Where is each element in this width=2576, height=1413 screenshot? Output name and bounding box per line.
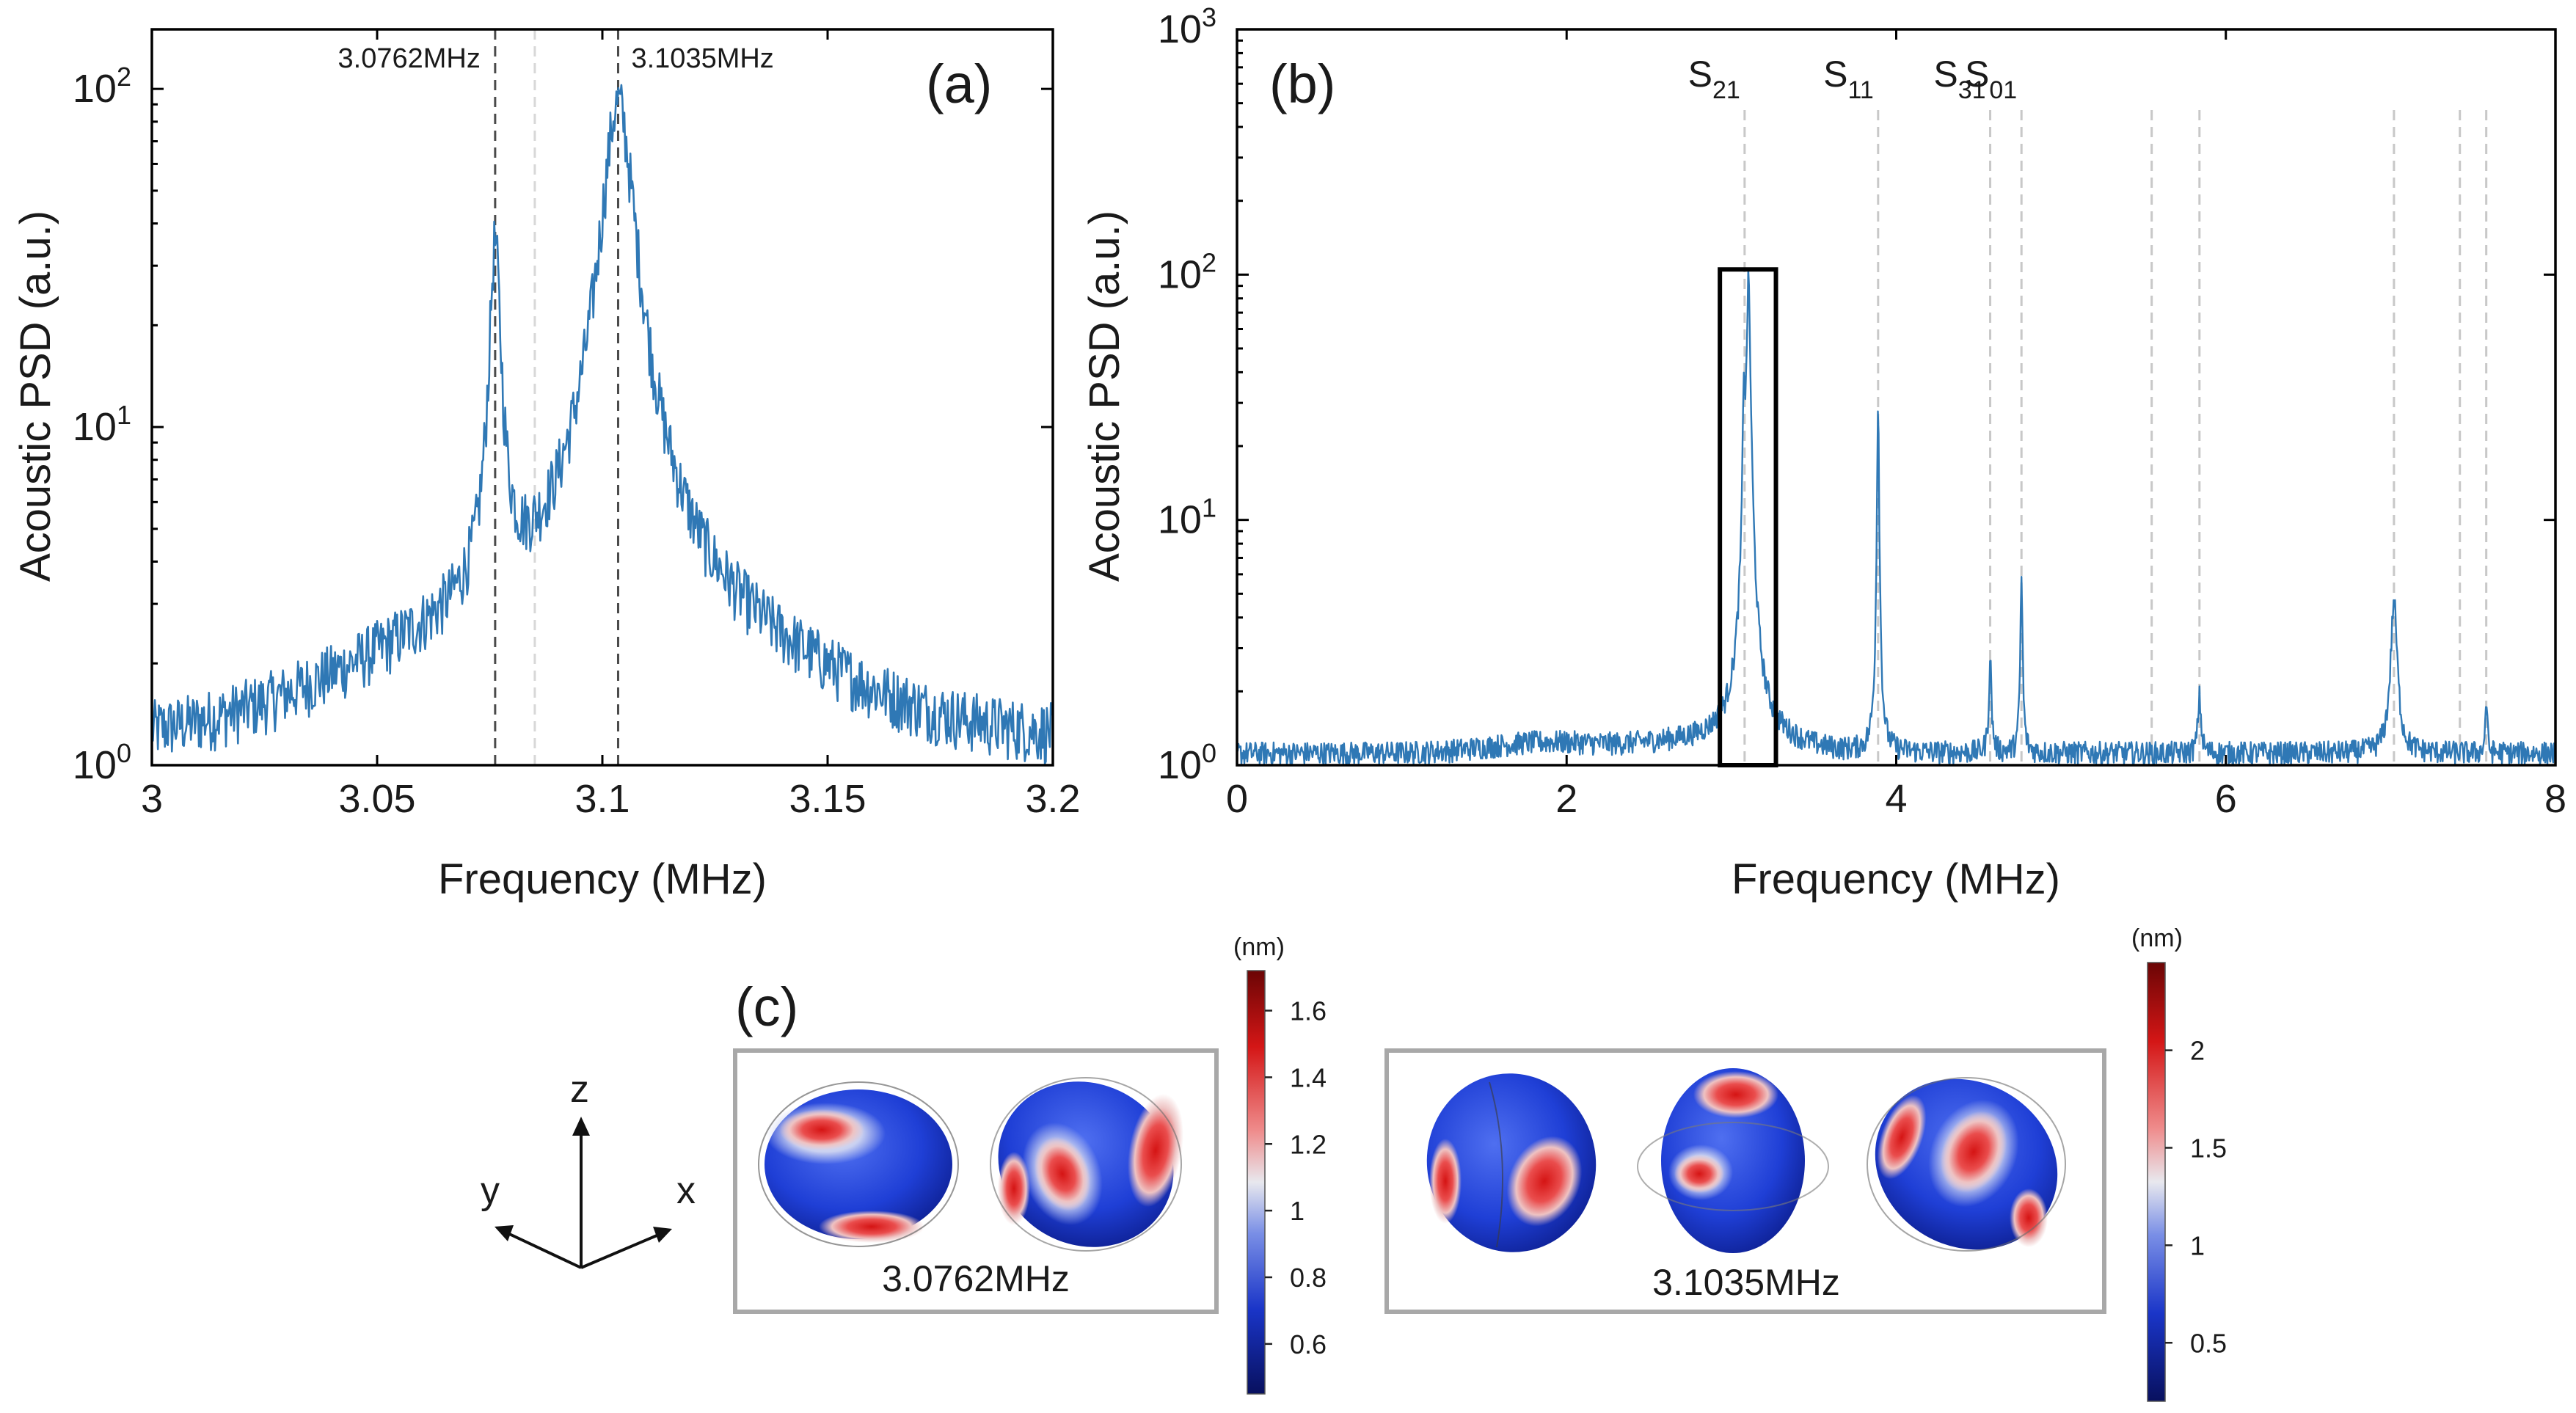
a-y-axis-label: Acoustic PSD (a.u.)	[12, 211, 59, 582]
x-tick-label: 3.15	[789, 777, 866, 821]
b-plot-frame	[1236, 28, 2557, 767]
triad-y-label: y	[481, 1169, 500, 1212]
colorbar-tick-label: 1.6	[1290, 996, 1327, 1026]
colorbar-1-ticks: 0.6 0.8 1 1.2 1.4 1.6	[1265, 996, 1327, 1359]
mode-group-2-frame	[1384, 1048, 2106, 1314]
x-tick-label: 4	[1885, 777, 1907, 821]
mode-shape-2c	[1867, 1077, 2066, 1252]
mode-group-2-frequency: 3.1035MHz	[1652, 1262, 1840, 1303]
a-y-ticks: 100 101 102	[73, 62, 1053, 787]
b-y-ticks: 100 101 102 103	[1158, 2, 2555, 787]
b-x-axis-label: Frequency (MHz)	[1732, 855, 2060, 903]
colorbar-tick-label: 1.4	[1290, 1062, 1327, 1092]
a-panel-label: (a)	[926, 54, 992, 114]
x-tick-label: 3.05	[338, 777, 415, 821]
colorbar-2	[2147, 962, 2166, 1402]
b-spectrum-line	[1237, 268, 2555, 765]
a-x-ticks: 3 3.05 3.1 3.15 3.2	[141, 29, 1081, 821]
colorbar-1-unit: (nm)	[1233, 933, 1285, 961]
x-tick-label: 3.2	[1025, 777, 1080, 821]
panel-a: 3.0762MHz 3.1035MHz 3 3.05 3.1 3.15 3.2 10010…	[12, 28, 1081, 903]
y-tick-label: 102	[73, 62, 131, 111]
x-tick-label: 0	[1226, 777, 1248, 821]
mode-shape-2b	[1637, 1068, 1829, 1253]
c-panel-label: (c)	[735, 976, 798, 1037]
colorbar-2-ticks: 0.5 1 1.5 2	[2165, 1036, 2227, 1358]
colorbar-tick-label: 0.6	[1290, 1329, 1327, 1359]
colorbar-2-unit: (nm)	[2131, 924, 2183, 952]
a-marker-label: 3.0762MHz	[338, 43, 481, 74]
colorbar-1	[1247, 970, 1266, 1395]
b-panel-label: (b)	[1269, 54, 1335, 114]
colorbar-tick-label: 1	[1290, 1196, 1305, 1226]
b-mode-label: S01	[1965, 54, 2017, 104]
mode-group-1-frame	[733, 1048, 1219, 1314]
axis-triad: z y x	[481, 1068, 696, 1269]
a-x-axis-label: Frequency (MHz)	[438, 855, 767, 903]
a-marker-label: 3.1035MHz	[631, 43, 773, 74]
colorbar-tick-label: 0.8	[1290, 1263, 1327, 1293]
x-tick-label: 3.1	[574, 777, 630, 821]
b-mode-label: S31	[1933, 54, 1985, 104]
y-tick-label: 100	[73, 738, 131, 787]
x-tick-label: 2	[1555, 777, 1577, 821]
b-mode-label: S21	[1688, 54, 1740, 104]
x-tick-label: 8	[2544, 777, 2566, 821]
mode-shape-2a	[1426, 1073, 1597, 1252]
colorbar-tick-label: 0.5	[2190, 1328, 2227, 1358]
colorbar-tick-label: 1	[2190, 1230, 2205, 1260]
y-tick-label: 101	[1158, 493, 1216, 542]
x-tick-label: 6	[2215, 777, 2237, 821]
b-mode-label: S11	[1823, 54, 1874, 104]
colorbar-tick-label: 1.2	[1290, 1129, 1327, 1159]
b-x-ticks: 0 2 4 6 8	[1226, 29, 2566, 821]
x-tick-label: 3	[141, 777, 163, 821]
mode-shape-1a	[758, 1081, 959, 1247]
y-tick-label: 102	[1158, 247, 1216, 296]
triad-x-label: x	[676, 1169, 696, 1212]
mode-group-1-frequency: 3.0762MHz	[882, 1258, 1070, 1299]
colorbar-tick-label: 1.5	[2190, 1133, 2227, 1163]
a-spectrum-line	[152, 84, 1053, 765]
panel-c: (c) z y x 3.	[481, 924, 2227, 1402]
y-tick-label: 100	[1158, 738, 1216, 787]
y-tick-label: 103	[1158, 2, 1216, 51]
mode-shape-1b	[990, 1077, 1183, 1252]
a-marker-lines: 3.0762MHz 3.1035MHz	[338, 29, 774, 765]
y-tick-label: 101	[73, 400, 131, 449]
triad-z-label: z	[570, 1068, 589, 1111]
b-y-axis-label: Acoustic PSD (a.u.)	[1081, 211, 1128, 582]
colorbar-tick-label: 2	[2190, 1036, 2205, 1066]
a-plot-frame	[150, 28, 1054, 767]
